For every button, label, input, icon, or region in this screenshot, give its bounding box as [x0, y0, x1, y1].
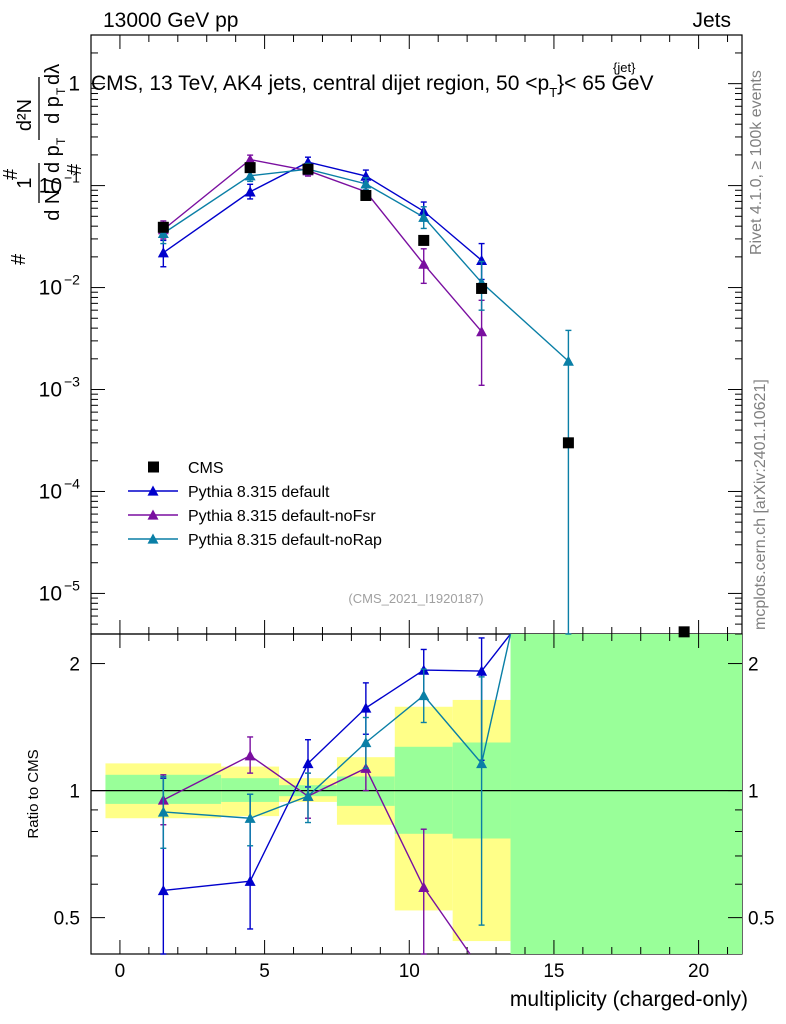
- svg-text:dλ: dλ: [42, 64, 64, 85]
- ratio-band-green: [510, 634, 742, 954]
- svg-text:1: 1: [14, 177, 36, 188]
- main-y-tick-exponent: −5: [64, 577, 80, 593]
- svg-text:d N / d p: d N / d p: [42, 145, 64, 221]
- svg-text:#: #: [64, 163, 86, 175]
- main-y-tick-label: 1: [68, 73, 80, 96]
- legend-label: Pythia 8.315 default: [188, 484, 330, 501]
- cms-marker: [476, 282, 488, 294]
- cms-marker: [418, 234, 430, 246]
- plot-title-end: }< 65 GeV: [557, 72, 653, 95]
- main-y-tick-exponent: −3: [64, 374, 80, 390]
- main-series-group: [157, 154, 574, 635]
- svg-text:d p: d p: [42, 96, 64, 124]
- legend-label: Pythia 8.315 default-noFsr: [188, 508, 376, 525]
- x-tick-label: 5: [259, 961, 270, 982]
- ratio-y-tick-label-right: 1: [748, 782, 759, 803]
- ratio-marker-noRap: [360, 737, 372, 748]
- x-tick-label: 20: [688, 961, 709, 982]
- jets-label: Jets: [692, 9, 731, 32]
- analysis-tag: (CMS_2021_I1920187): [348, 591, 483, 606]
- main-marker-noRap: [562, 355, 574, 366]
- cms-marker: [678, 626, 690, 638]
- ratio-marker-default: [360, 702, 372, 713]
- ratio-y-tick-label-right: 2: [748, 655, 759, 676]
- ratio-series-line-noFsr: [163, 754, 471, 955]
- x-tick-label: 0: [115, 961, 126, 982]
- main-marker-default: [157, 247, 169, 258]
- x-tick-label: 10: [399, 961, 420, 982]
- main-marker-noFsr: [476, 326, 488, 337]
- main-marker-noRap: [360, 178, 372, 189]
- x-tick-label: 15: [543, 961, 564, 982]
- ratio-series-group: [157, 633, 512, 955]
- ratio-marker-noRap: [244, 812, 256, 823]
- main-series-line-default: [162, 161, 483, 261]
- svg-text:d²N: d²N: [14, 99, 36, 131]
- ratio-y-tick-label: 0.5: [54, 909, 80, 930]
- cms-data-points: [157, 162, 690, 638]
- main-marker-default: [244, 186, 256, 197]
- mcplots-label: mcplots.cern.ch [arXiv:2401.10621]: [752, 379, 769, 630]
- ratio-marker-noRap: [302, 790, 314, 801]
- plot-title: CMS, 13 TeV, AK4 jets, central dijet reg…: [91, 72, 653, 100]
- svg-text:#: #: [8, 253, 30, 265]
- ratio-y-tick-label: 2: [69, 655, 80, 676]
- ratio-marker-noRap: [476, 757, 488, 769]
- main-marker-noRap: [157, 227, 169, 239]
- main-y-tick-label: 10: [39, 582, 62, 605]
- ratio-marker-default: [157, 884, 169, 896]
- legend-label: CMS: [188, 460, 224, 477]
- legend-marker-noRap: [147, 533, 159, 544]
- legend: CMS Pythia 8.315 default Pythia 8.315 defa…: [128, 460, 382, 549]
- main-y-tick-exponent: −1: [64, 170, 80, 186]
- svg-text:#: #: [0, 168, 22, 180]
- cms-marker: [360, 189, 372, 201]
- main-marker-noRap: [418, 211, 430, 222]
- main-y-tick-label: 10: [39, 175, 62, 198]
- cms-marker: [157, 221, 169, 233]
- plot-title-sup: {jet}: [613, 60, 636, 75]
- main-y-axis-hash-marks: # # #: [0, 163, 86, 265]
- ratio-y-tick-label: 1: [69, 782, 80, 803]
- main-y-tick-exponent: −2: [64, 272, 80, 288]
- main-marker-noFsr: [418, 258, 430, 269]
- energy-label: 13000 GeV pp: [103, 9, 238, 32]
- main-y-tick-exponent: −4: [64, 475, 80, 491]
- ratio-uncertainty-bands: [91, 634, 742, 954]
- ratio-marker-noRap: [418, 690, 430, 701]
- main-y-tick-label: 10: [39, 379, 62, 402]
- main-y-axis-label: 1 d N / d p T d²N d p T dλ: [14, 64, 68, 221]
- ratio-marker-default: [476, 665, 488, 676]
- ratio-marker-default: [244, 875, 256, 886]
- plot-title-sub: T: [549, 85, 557, 100]
- ratio-y-tick-label-right: 0.5: [748, 909, 774, 930]
- svg-text:T: T: [54, 137, 68, 145]
- main-marker-noRap: [244, 170, 256, 181]
- rivet-version-label: Rivet 4.1.0, ≥ 100k events: [748, 70, 765, 255]
- cms-marker: [562, 437, 574, 449]
- ratio-marker-default: [302, 757, 314, 769]
- legend-marker-cms: [148, 461, 159, 473]
- cms-marker: [244, 162, 256, 174]
- legend-marker-noFsr: [147, 509, 159, 520]
- ratio-marker-noFsr: [244, 750, 256, 761]
- legend-label: Pythia 8.315 default-noRap: [188, 532, 382, 549]
- x-axis-label: multiplicity (charged-only): [510, 988, 748, 1011]
- main-y-tick-label: 10: [39, 480, 62, 503]
- cms-marker: [302, 163, 314, 175]
- ratio-marker-noRap: [157, 806, 169, 817]
- ratio-y-axis-label: Ratio to CMS: [25, 749, 42, 838]
- ratio-marker-noFsr: [418, 881, 430, 892]
- svg-text:T: T: [54, 87, 68, 95]
- axis-ticks: 110 −110 −210 −310 −410 −50 5 10 15 200.5 0.51 12 2: [39, 34, 774, 982]
- main-series-line-noFsr: [162, 158, 483, 333]
- main-y-tick-label: 10: [39, 277, 62, 300]
- main-marker-default: [476, 254, 488, 265]
- legend-marker-default: [147, 485, 159, 496]
- main-marker-noFsr: [244, 154, 256, 165]
- plot-title-main: CMS, 13 TeV, AK4 jets, central dijet reg…: [91, 72, 549, 95]
